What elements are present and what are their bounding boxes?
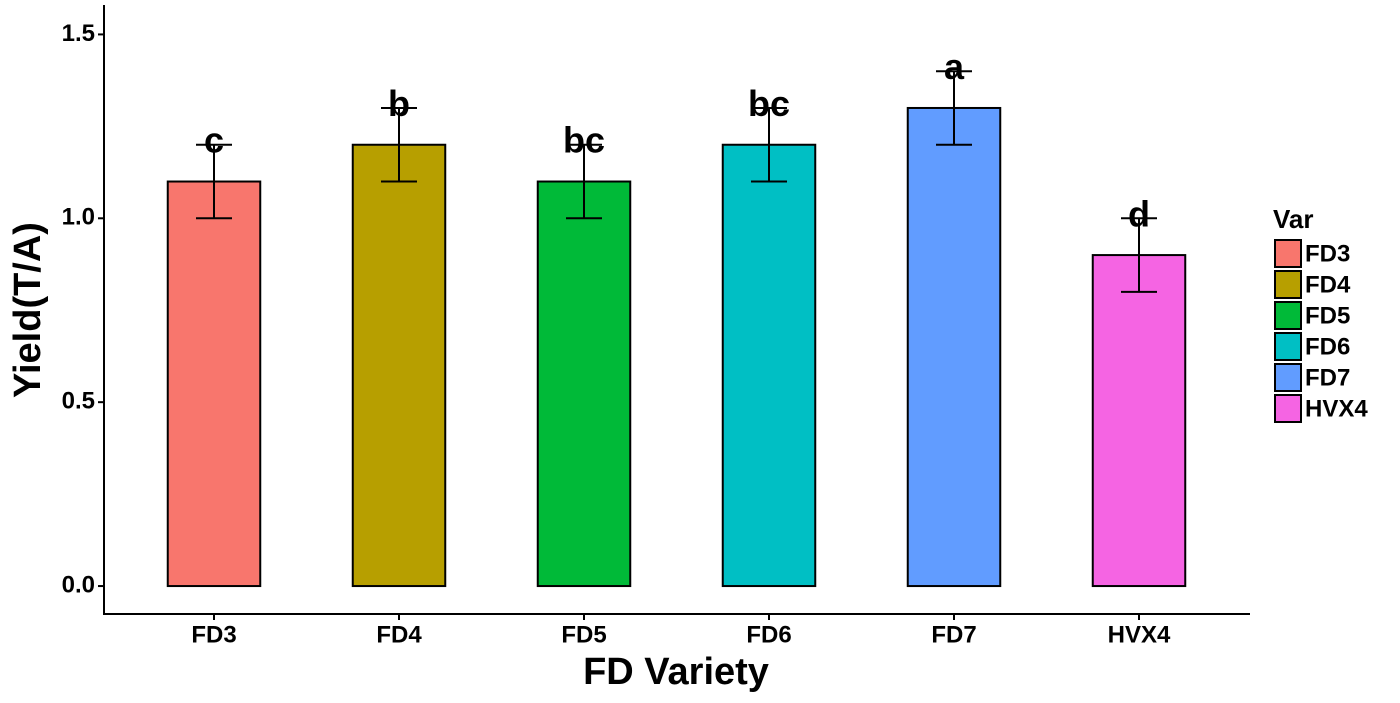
legend-label: FD3 (1305, 240, 1350, 267)
y-axis-title: Yield(T/A) (7, 222, 49, 398)
legend-label: FD6 (1305, 333, 1350, 360)
significance-letter: bc (748, 83, 790, 124)
significance-letter: bc (563, 120, 605, 161)
x-tick-label: FD5 (561, 621, 606, 648)
legend-swatch (1274, 394, 1302, 423)
bar (906, 106, 1002, 588)
legend-swatch (1274, 239, 1302, 268)
x-tick-label: FD3 (191, 621, 236, 648)
legend-swatch (1274, 270, 1302, 299)
y-tick-label: 1.5 (62, 20, 95, 47)
legend-title: Var (1273, 204, 1314, 234)
legend-label: FD4 (1305, 271, 1351, 298)
significance-letter: a (944, 46, 965, 87)
legend-label: HVX4 (1305, 395, 1368, 422)
bar (536, 180, 632, 588)
bar (721, 143, 817, 588)
x-tick-label: FD4 (376, 621, 422, 648)
y-tick-label: 1.0 (62, 204, 95, 231)
significance-letter: d (1128, 193, 1150, 234)
legend-swatch (1274, 301, 1302, 330)
x-tick-label: HVX4 (1108, 621, 1171, 648)
x-tick-label: FD6 (746, 621, 791, 648)
legend-label: FD5 (1305, 302, 1350, 329)
significance-letter: c (204, 120, 224, 161)
bar (166, 180, 262, 588)
y-tick-label: 0.5 (62, 388, 95, 415)
bar (351, 143, 447, 588)
x-axis-title: FD Variety (583, 651, 769, 693)
y-tick-label: 0.0 (62, 571, 95, 598)
x-tick-label: FD7 (931, 621, 976, 648)
significance-letter: b (388, 83, 410, 124)
legend-label: FD7 (1305, 364, 1350, 391)
legend-swatch (1274, 332, 1302, 361)
legend-swatch (1274, 363, 1302, 392)
bar (1091, 254, 1187, 588)
